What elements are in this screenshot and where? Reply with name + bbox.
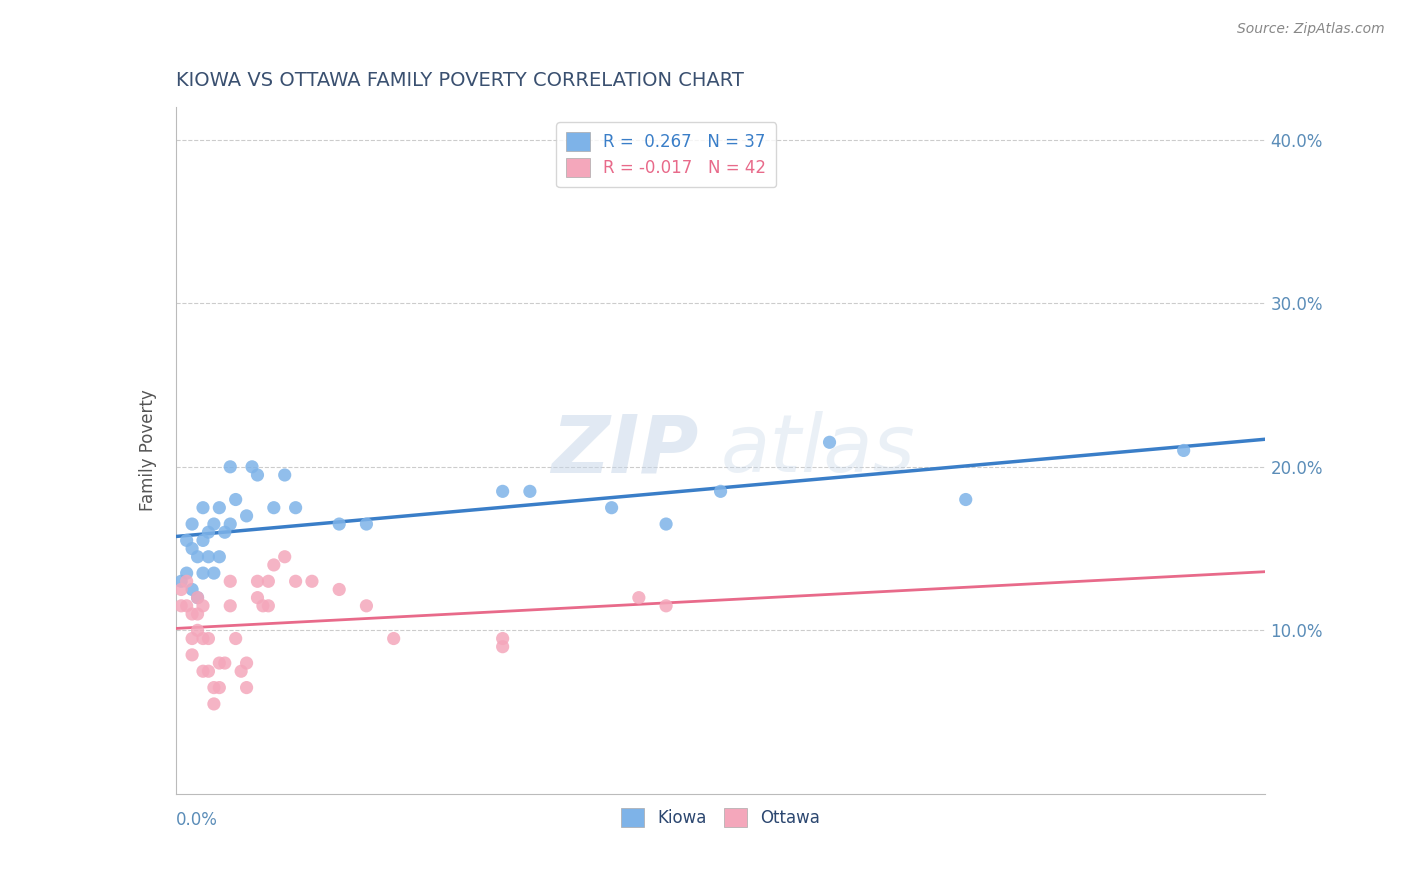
- Point: [191, 632, 214, 646]
- Point: [257, 574, 280, 589]
- Point: [284, 574, 307, 589]
- Point: [356, 599, 378, 613]
- Point: [225, 492, 247, 507]
- Point: [627, 591, 650, 605]
- Point: [176, 566, 198, 580]
- Point: [181, 541, 204, 556]
- Point: [257, 599, 280, 613]
- Point: [186, 591, 209, 605]
- Point: [219, 459, 242, 474]
- Point: [186, 624, 209, 638]
- Point: [197, 549, 219, 564]
- Point: [191, 599, 214, 613]
- Point: [328, 516, 350, 531]
- Point: [208, 500, 231, 515]
- Y-axis label: Family Poverty: Family Poverty: [139, 390, 157, 511]
- Point: [191, 533, 214, 548]
- Point: [1173, 443, 1195, 458]
- Point: [240, 459, 263, 474]
- Point: [600, 500, 623, 515]
- Point: [181, 582, 204, 597]
- Point: [246, 574, 269, 589]
- Point: [197, 632, 219, 646]
- Point: [231, 664, 253, 679]
- Point: [235, 656, 257, 670]
- Text: ZIP: ZIP: [551, 411, 699, 490]
- Point: [955, 492, 977, 507]
- Point: [263, 500, 285, 515]
- Point: [202, 681, 225, 695]
- Point: [219, 516, 242, 531]
- Point: [382, 632, 405, 646]
- Point: [191, 500, 214, 515]
- Point: [181, 607, 204, 621]
- Point: [274, 467, 297, 482]
- Text: atlas: atlas: [721, 411, 915, 490]
- Point: [208, 549, 231, 564]
- Point: [219, 574, 242, 589]
- Point: [191, 566, 214, 580]
- Point: [170, 599, 193, 613]
- Point: [252, 599, 274, 613]
- Point: [492, 484, 515, 499]
- Point: [197, 664, 219, 679]
- Point: [186, 591, 209, 605]
- Point: [208, 656, 231, 670]
- Point: [710, 484, 733, 499]
- Point: [519, 484, 541, 499]
- Point: [170, 582, 193, 597]
- Point: [202, 516, 225, 531]
- Point: [214, 656, 236, 670]
- Point: [263, 558, 285, 572]
- Point: [191, 664, 214, 679]
- Point: [246, 591, 269, 605]
- Point: [176, 599, 198, 613]
- Point: [492, 640, 515, 654]
- Point: [186, 549, 209, 564]
- Point: [176, 533, 198, 548]
- Point: [284, 500, 307, 515]
- Point: [356, 516, 378, 531]
- Point: [176, 574, 198, 589]
- Point: [186, 607, 209, 621]
- Point: [214, 525, 236, 540]
- Point: [818, 435, 841, 450]
- Text: 0.0%: 0.0%: [176, 811, 218, 829]
- Point: [181, 516, 204, 531]
- Point: [202, 697, 225, 711]
- Point: [225, 632, 247, 646]
- Point: [219, 599, 242, 613]
- Point: [492, 632, 515, 646]
- Point: [181, 648, 204, 662]
- Point: [246, 467, 269, 482]
- Text: KIOWA VS OTTAWA FAMILY POVERTY CORRELATION CHART: KIOWA VS OTTAWA FAMILY POVERTY CORRELATI…: [176, 71, 744, 90]
- Point: [301, 574, 323, 589]
- Legend: Kiowa, Ottawa: Kiowa, Ottawa: [614, 801, 827, 834]
- Point: [655, 599, 678, 613]
- Point: [274, 549, 297, 564]
- Point: [235, 508, 257, 523]
- Point: [181, 632, 204, 646]
- Point: [655, 516, 678, 531]
- Point: [170, 574, 193, 589]
- Point: [202, 566, 225, 580]
- Point: [208, 681, 231, 695]
- Point: [235, 681, 257, 695]
- Point: [197, 525, 219, 540]
- Point: [328, 582, 350, 597]
- Text: Source: ZipAtlas.com: Source: ZipAtlas.com: [1237, 22, 1385, 37]
